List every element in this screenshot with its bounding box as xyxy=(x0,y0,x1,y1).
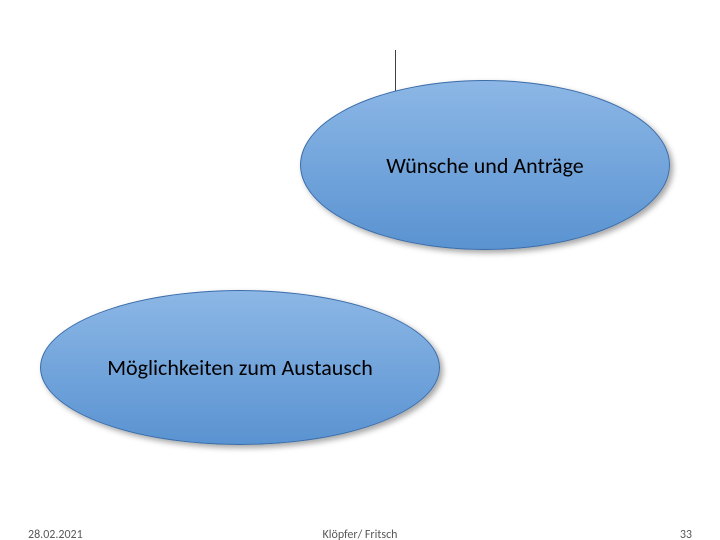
ellipse-moeglichkeiten-label: Möglichkeiten zum Austausch xyxy=(107,354,373,381)
footer-author: Klöpfer/ Fritsch xyxy=(323,528,398,540)
ellipse-wuensche: Wünsche und Anträge xyxy=(300,80,670,250)
footer-date: 28.02.2021 xyxy=(28,528,83,540)
slide: Wünsche und Anträge Möglichkeiten zum Au… xyxy=(0,0,720,540)
footer-page: 33 xyxy=(680,528,692,540)
ellipse-moeglichkeiten: Möglichkeiten zum Austausch xyxy=(40,290,440,445)
ellipse-wuensche-label: Wünsche und Anträge xyxy=(386,152,583,179)
